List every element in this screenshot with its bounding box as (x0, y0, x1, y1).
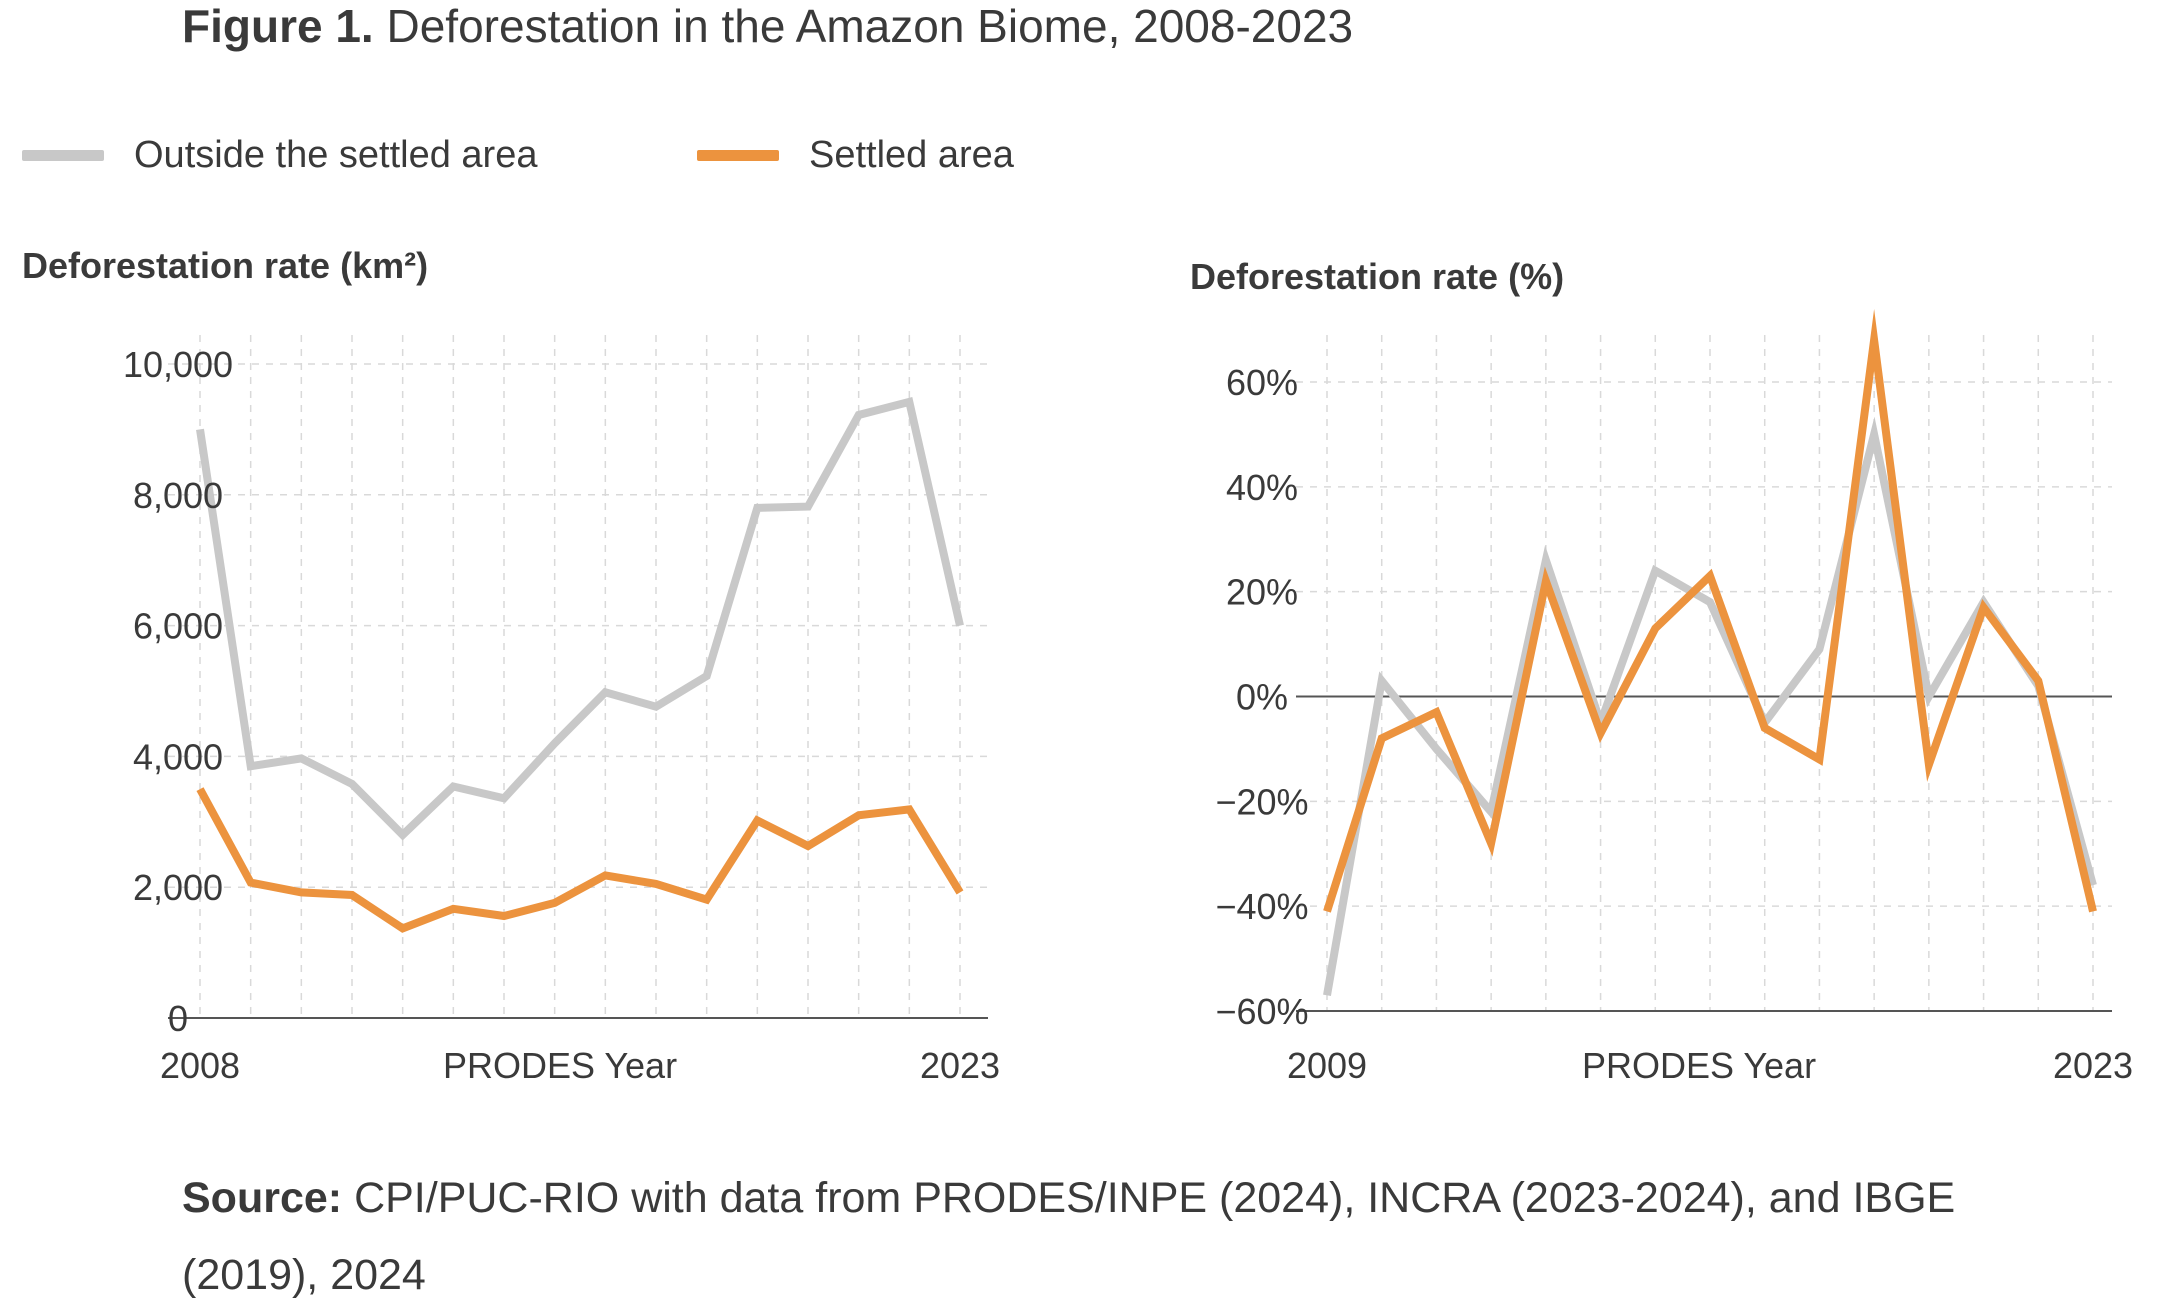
legend-swatch-outside (22, 149, 104, 161)
chart-km2-series-settled (196, 787, 964, 933)
figure-title-text: Deforestation in the Amazon Biome, 2008-… (386, 0, 1354, 52)
chart-pct-x-title: PRODES Year (1582, 1045, 1816, 1086)
chart-pct-y-title: Deforestation rate (%) (1190, 256, 1564, 297)
legend: Outside the settled area Settled area (22, 130, 1222, 180)
chart-km2-x-title: PRODES Year (443, 1045, 677, 1086)
chart-pct-series (1323, 309, 2097, 996)
chart-km2-grid (168, 335, 988, 1018)
chart-km2-y-tick-8000: 8,000 (133, 475, 223, 516)
chart-pct-series-settled (1323, 309, 2097, 913)
chart-pct-axes (1296, 695, 2112, 1012)
source-text: CPI/PUC-RIO with data from PRODES/INPE (… (182, 1174, 1956, 1299)
figure-title-prefix: Figure 1. (182, 0, 374, 52)
chart-pct: Deforestation rate (%) −60% −40% −20% 0% 20%… (1190, 256, 2133, 1086)
legend-label-settled: Settled area (809, 133, 1014, 176)
chart-km2-y-tick-2000: 2,000 (133, 867, 223, 908)
chart-km2-x-tick-last: 2023 (920, 1045, 1000, 1086)
chart-pct-y-tick-0: 0% (1236, 677, 1288, 718)
chart-pct-x-tick-first: 2009 (1287, 1045, 1367, 1086)
chart-pct-y-tick-20: 20% (1226, 572, 1298, 613)
chart-pct-y-tick--20: −20% (1215, 781, 1308, 822)
chart-km2-y-tick-10000: 10,000 (123, 344, 233, 385)
legend-item-outside: Outside the settled area (22, 130, 537, 180)
chart-km2-y-tick-6000: 6,000 (133, 606, 223, 647)
chart-km2-series-outside (196, 396, 964, 841)
source-prefix: Source: (182, 1174, 343, 1222)
chart-pct-x-tick-last: 2023 (2053, 1045, 2133, 1086)
chart-pct-y-tick--40: −40% (1215, 886, 1308, 927)
chart-km2-y-title: Deforestation rate (km²) (22, 245, 428, 286)
chart-pct-series-outside (1323, 416, 2097, 996)
chart-pct-y-tick-60: 60% (1226, 362, 1298, 403)
legend-item-settled: Settled area (697, 130, 1014, 180)
chart-km2-tick-labels: 0 2,000 4,000 6,000 8,000 10,000 2008 2023 (123, 344, 1000, 1086)
figure-title: Figure 1. Deforestation in the Amazon Bi… (182, 0, 1353, 52)
chart-km2: Deforestation rate (km²) 0 2,000 4,000 6,00… (22, 245, 1000, 1086)
chart-km2-series (196, 396, 964, 933)
chart-pct-tick-labels: −60% −40% −20% 0% 20% 40% 60% 2009 2023 (1215, 362, 2133, 1086)
chart-pct-y-tick-40: 40% (1226, 467, 1298, 508)
source-note: Source: CPI/PUC-RIO with data from PRODE… (182, 1160, 2082, 1314)
chart-pct-y-tick--60: −60% (1215, 991, 1308, 1032)
legend-label-outside: Outside the settled area (134, 133, 538, 176)
chart-pct-grid (1296, 335, 2112, 1011)
chart-km2-x-tick-first: 2008 (160, 1045, 240, 1086)
legend-swatch-settled (697, 149, 779, 161)
chart-km2-y-tick-0: 0 (168, 998, 188, 1039)
chart-km2-y-tick-4000: 4,000 (133, 736, 223, 777)
